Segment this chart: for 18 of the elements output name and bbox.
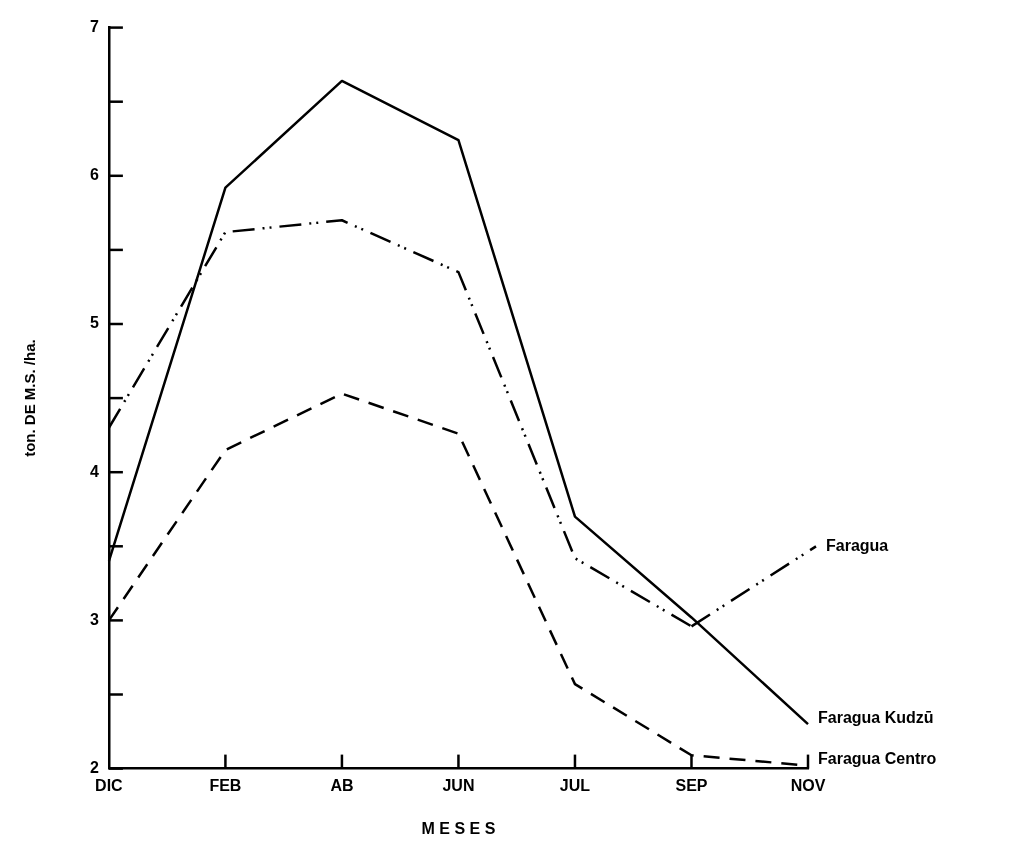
y-tick-label: 6 xyxy=(89,166,99,184)
y-tick-label: 5 xyxy=(89,314,99,332)
x-tick-label: SEP xyxy=(675,776,708,794)
text: Faragua xyxy=(826,536,889,554)
x-tick-label: FEB xyxy=(209,776,242,794)
x-tick-label: NOV xyxy=(790,776,826,794)
series-label: Faragua Centro xyxy=(818,750,937,768)
series-label: Faragua Kudzū xyxy=(818,708,934,726)
x-tick-label: DIC xyxy=(95,776,124,794)
y-axis-title: ton. DE M.S. /ha. xyxy=(21,339,39,457)
x-tick-label: JUN xyxy=(442,776,475,794)
x-tick-label: AB xyxy=(330,776,354,794)
y-tick-label: 4 xyxy=(89,462,99,480)
x-tick-label: JUL xyxy=(559,776,591,794)
y-tick-label: 2 xyxy=(89,759,99,777)
y-tick-label: 7 xyxy=(89,18,99,36)
x-axis-title: M E S E S xyxy=(421,819,496,837)
y-tick-label: 3 xyxy=(89,610,99,628)
